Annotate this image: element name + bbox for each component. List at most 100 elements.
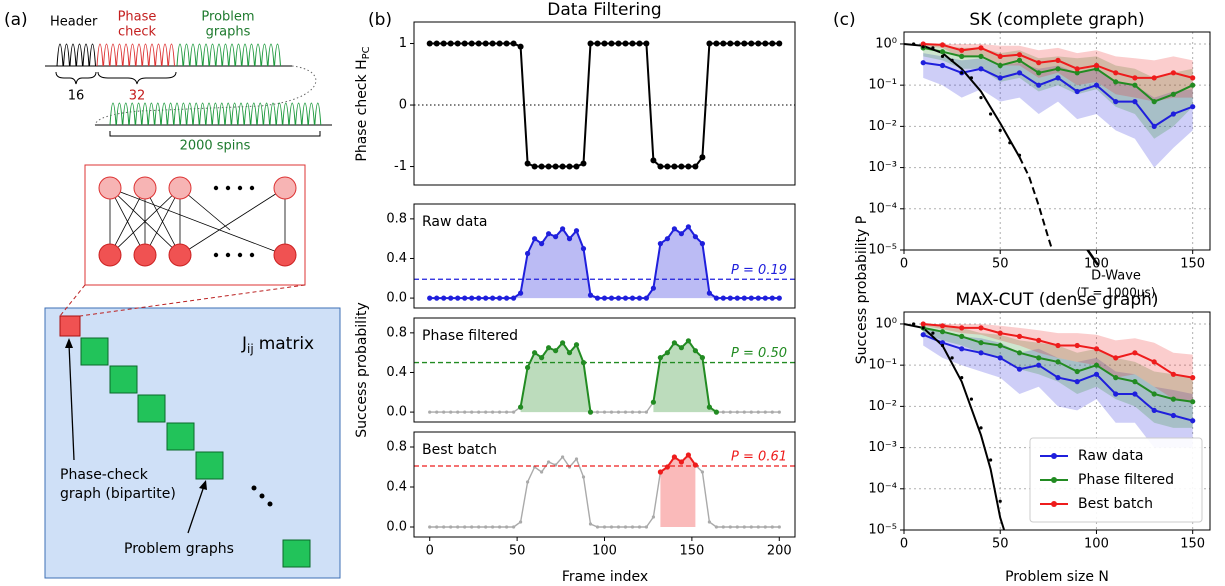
point — [998, 499, 1002, 503]
point — [644, 410, 649, 414]
point — [762, 40, 769, 47]
point — [707, 520, 712, 524]
zoom-line — [79, 284, 306, 317]
point — [1132, 99, 1138, 105]
point — [657, 469, 664, 475]
point — [939, 49, 946, 55]
y-tick-label: 0.8 — [386, 211, 407, 226]
point — [959, 47, 965, 53]
brace — [55, 71, 97, 85]
point — [1055, 342, 1061, 349]
point — [735, 410, 739, 414]
legend-marker — [1051, 477, 1057, 483]
point — [939, 329, 946, 335]
y-tick-label: 0.0 — [386, 291, 407, 306]
point — [573, 228, 580, 234]
phase-check-count: 32 — [129, 89, 146, 104]
phase-check-label: Phase — [118, 10, 157, 25]
point — [552, 163, 559, 170]
point — [939, 340, 946, 346]
point — [650, 157, 657, 164]
point — [651, 515, 656, 519]
point — [517, 43, 524, 50]
point — [714, 525, 719, 529]
point — [721, 525, 725, 529]
point — [931, 331, 935, 335]
point — [519, 520, 523, 524]
point — [532, 350, 538, 356]
point — [920, 332, 926, 338]
point — [777, 410, 781, 414]
point — [749, 525, 753, 529]
point — [546, 345, 552, 351]
point — [428, 410, 432, 414]
point — [470, 525, 474, 529]
point — [1113, 391, 1119, 397]
point — [525, 250, 531, 257]
point — [969, 397, 974, 401]
point — [484, 410, 488, 414]
point — [477, 410, 481, 414]
point — [912, 322, 916, 326]
point — [997, 75, 1003, 81]
point — [1151, 359, 1157, 365]
point — [560, 340, 566, 346]
point — [749, 410, 753, 414]
point — [650, 399, 657, 405]
point — [671, 226, 678, 232]
pulse-train — [56, 43, 96, 67]
point — [553, 348, 559, 354]
point — [636, 40, 643, 47]
y-tick-label: 10⁻³ — [868, 160, 897, 175]
phase-check-graph-label: graph (bipartite) — [60, 486, 176, 502]
arrowhead — [199, 480, 207, 490]
point — [770, 410, 774, 414]
point — [1055, 57, 1061, 64]
point — [978, 325, 984, 331]
band — [923, 44, 1193, 102]
plot-area — [414, 204, 795, 308]
point — [484, 525, 488, 529]
point — [546, 231, 552, 237]
y-tick-label: 0 — [399, 98, 407, 113]
point — [770, 525, 774, 529]
point — [482, 40, 489, 47]
point — [939, 323, 946, 329]
point — [657, 163, 664, 170]
point — [699, 241, 706, 247]
x-axis-label: Problem size N — [1005, 569, 1109, 585]
point — [511, 525, 516, 529]
x-tick-label: 50 — [509, 544, 526, 559]
y-tick-label: -1 — [394, 159, 407, 174]
point — [469, 295, 475, 301]
point — [939, 62, 946, 69]
point — [630, 410, 635, 414]
y-tick-label: 10⁰ — [875, 36, 897, 51]
point — [510, 295, 517, 301]
y-tick-label: 0.4 — [386, 480, 407, 495]
y-axis-label: Success probability — [354, 302, 370, 438]
header-label: Header — [50, 15, 98, 30]
point — [997, 342, 1003, 349]
legend-label: Best batch — [1078, 496, 1153, 512]
point — [664, 350, 671, 356]
point — [650, 285, 657, 291]
x-tick-label: 0 — [426, 544, 434, 559]
brace — [97, 71, 177, 85]
point — [678, 459, 685, 465]
point — [1093, 362, 1100, 368]
y-axis-label-text: Phase check H — [354, 59, 370, 161]
point — [483, 295, 489, 301]
point — [763, 410, 767, 414]
point — [566, 236, 573, 242]
point — [706, 404, 713, 410]
point — [960, 376, 964, 380]
point — [978, 66, 984, 72]
point — [756, 410, 760, 414]
point — [545, 163, 552, 170]
point — [1036, 60, 1042, 66]
point — [763, 525, 767, 529]
point — [1113, 79, 1119, 85]
problem-blocks — [80, 337, 311, 568]
